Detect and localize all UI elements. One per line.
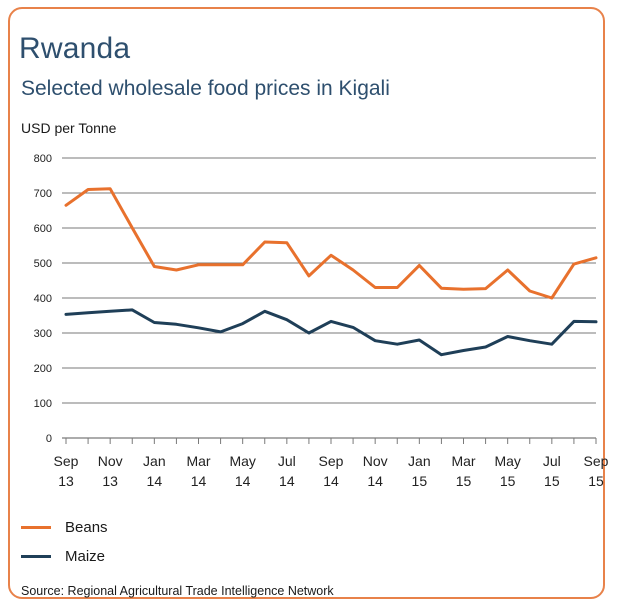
x-tick-label-month: Sep [319,453,344,469]
x-tick-label-year: 15 [456,473,472,489]
x-tick-label-year: 15 [500,473,516,489]
legend-swatch-maize [21,555,51,558]
legend-swatch-beans [21,526,51,529]
x-tick-label-month: Jan [408,453,431,469]
y-tick-label: 600 [34,223,52,235]
y-tick-label: 300 [34,328,52,340]
x-tick-label-month: Mar [186,453,210,469]
chart-card [8,7,605,599]
x-tick-label-month: May [494,453,520,469]
x-tick-label-year: 13 [58,473,74,489]
y-tick-label: 400 [34,293,52,305]
x-tick-label-month: Sep [54,453,79,469]
chart-subtitle: Selected wholesale food prices in Kigali [21,77,390,100]
x-tick-label-year: 15 [588,473,604,489]
y-tick-label: 100 [34,398,52,410]
legend-label-maize: Maize [65,548,106,565]
y-tick-label: 500 [34,258,52,270]
x-tick-label-year: 14 [191,473,207,489]
y-tick-label: 700 [34,188,52,200]
x-tick-label-month: Nov [363,453,388,469]
x-tick-label-year: 13 [102,473,118,489]
x-tick-label-month: Nov [98,453,123,469]
series-line-beans [64,187,598,300]
y-axis-label: USD per Tonne [21,120,117,136]
series-line-maize [64,308,598,357]
x-tick-label-year: 14 [279,473,295,489]
legend-item-maize: Maize [21,548,105,565]
x-tick-label-year: 14 [367,473,383,489]
chart-title: Rwanda [19,32,131,65]
x-tick-label-month: Sep [584,453,609,469]
x-tick-label-year: 15 [544,473,560,489]
x-tick-label-month: May [229,453,255,469]
y-tick-label: 200 [34,363,52,375]
x-tick-label-month: Mar [451,453,475,469]
x-tick-label-year: 14 [323,473,339,489]
source-note: Source: Regional Agricultural Trade Inte… [21,584,334,598]
y-tick-label: 0 [46,433,52,445]
x-tick-label-month: Jan [143,453,166,469]
legend-item-beans: Beans [21,519,108,536]
x-tick-label-month: Jul [543,453,561,469]
x-tick-label-year: 15 [412,473,428,489]
x-tick-label-year: 14 [235,473,251,489]
x-tick-label-month: Jul [278,453,296,469]
y-tick-label: 800 [34,153,52,165]
legend-label-beans: Beans [65,519,108,536]
x-tick-label-year: 14 [147,473,163,489]
